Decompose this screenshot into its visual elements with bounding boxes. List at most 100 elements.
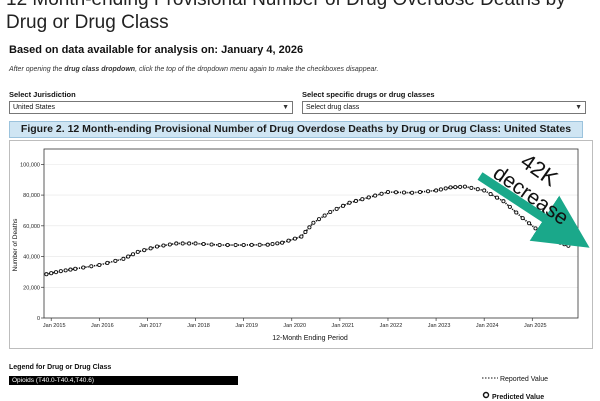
predicted-point [303,229,308,235]
predicted-point [417,189,423,195]
predicted-point [462,184,467,189]
legend-title: Legend for Drug or Drug Class [9,364,112,371]
predicted-point [488,192,493,197]
predicted-point [533,226,538,231]
x-tick-label: Jan 2018 [187,323,210,329]
predicted-point [554,239,559,244]
predicted-point [353,198,358,204]
hint-text-end: , click the top of the dropdown menu aga… [135,66,379,73]
legend-predicted: Predicted Value [482,391,544,401]
circle-icon [482,391,490,399]
predicted-point [292,236,298,241]
predicted-point [566,243,571,248]
legend-reported: Reported Value [482,375,548,383]
predicted-point [322,213,327,218]
predicted-point [49,271,54,276]
predicted-point [68,267,73,272]
predicted-point [73,266,78,271]
reported-line [46,185,569,275]
predicted-point [44,272,49,277]
predicted-point [81,265,86,270]
x-tick-labels: Jan 2015 Jan 2016 Jan 2017 Jan 2018 Jan 2019… [43,323,547,329]
predicted-point [167,242,172,247]
predicted-point [328,209,333,215]
x-tick-label: Jan 2024 [476,323,499,329]
predicted-point [270,241,275,247]
predicted-point [458,184,463,189]
predicted-point [148,246,153,251]
hint-text-bold: drug class dropdown [64,66,136,73]
predicted-point [501,199,506,204]
predicted-point [373,193,378,198]
predicted-point [539,231,544,236]
predicted-point [360,197,365,202]
hint-text-start: After opening the [9,66,65,73]
x-tick-label: Jan 2022 [380,323,403,329]
figure-title-banner: Figure 2. 12 Month-ending Provisional Nu… [9,121,583,138]
predicted-point [307,225,312,230]
drug-class-select[interactable]: Select drug class ▼ [302,101,586,114]
predicted-point [187,241,192,246]
jurisdiction-label: Select Jurisdiction [9,90,76,99]
data-date-note: Based on data available for analysis on:… [9,44,304,56]
predicted-point [558,240,563,245]
chart-container: 0 20,000 40,000 60,000 80,000 100,000 Jan 201… [9,140,593,349]
predicted-point [443,186,448,191]
predicted-point [385,189,391,195]
page-title: 12 Month-ending Provisional Number of Dr… [6,0,566,33]
predicted-point [514,210,519,215]
predicted-point [113,258,118,263]
predicted-point [121,256,126,261]
x-tick-label: Jan 2019 [235,323,258,329]
chevron-down-icon: ▼ [282,104,289,111]
predicted-point [347,200,352,205]
predicted-point [63,268,68,273]
predicted-point [257,242,262,247]
dotted-line-icon [482,377,498,379]
predicted-point [280,240,285,245]
x-tick-label: Jan 2021 [332,323,355,329]
legend-reported-label: Reported Value [499,376,549,383]
x-tick-label: Jan 2017 [139,323,162,329]
y-tick-label: 40,000 [23,255,40,261]
predicted-point [469,185,474,190]
predicted-point [549,236,554,241]
predicted-point [434,188,439,193]
predicted-point [97,262,102,268]
predicted-point [161,243,166,248]
predicted-point [334,206,339,211]
predicted-point [130,252,136,257]
predicted-point [233,242,238,248]
x-tick-label: Jan 2023 [428,323,451,329]
y-axis-label: Number of Deaths [12,218,19,271]
y-tick-label: 0 [37,316,40,322]
predicted-point [155,244,160,249]
predicted-point [401,190,407,195]
predicted-point [286,238,291,243]
predicted-point [209,242,214,247]
predicted-point [174,241,179,246]
predicted-point [409,190,415,195]
predicted-point [105,260,110,265]
predicted-point [180,241,185,246]
y-tick-label: 60,000 [23,224,40,230]
predicted-point [316,217,322,222]
predicted-point [311,220,316,225]
dropdown-hint: After opening the drug class dropdown, c… [9,66,378,73]
legend-predicted-label: Predicted Value [491,394,545,401]
predicted-point [438,187,443,192]
predicted-point [482,188,487,193]
x-tick-label: Jan 2025 [524,323,547,329]
x-axis-label: 12-Month Ending Period [272,335,348,342]
decrease-arrow [477,172,590,248]
jurisdiction-select[interactable]: United States ▼ [9,101,293,114]
predicted-point [562,242,567,247]
legend-entry-opioids[interactable]: Opioids (T40.0-T40.4,T40.6) [9,376,238,385]
predicted-point [544,234,549,239]
predicted-point [453,185,458,190]
predicted-point [341,203,346,208]
predicted-point [58,269,63,274]
predicted-point [241,242,246,248]
drug-class-label: Select specific drugs or drug classes [302,90,435,99]
y-tick-labels: 0 20,000 40,000 60,000 80,000 100,000 [20,162,40,322]
